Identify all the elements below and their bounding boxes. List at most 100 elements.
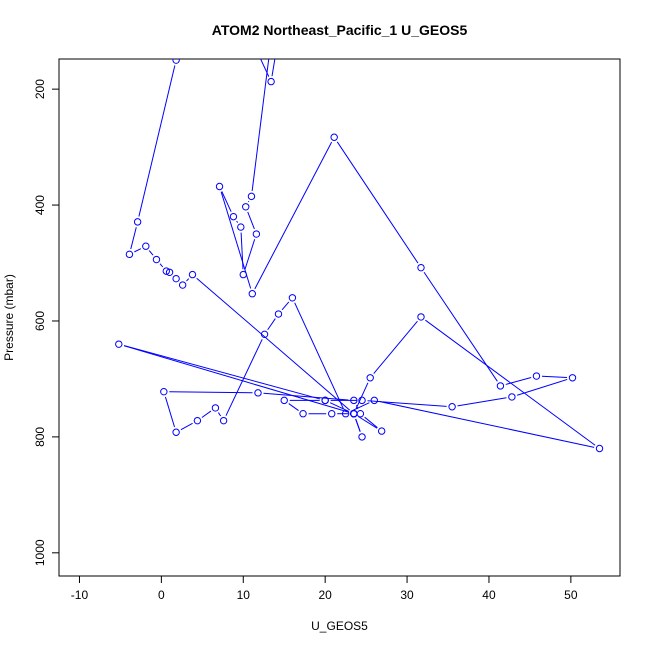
series-segment	[263, 392, 349, 401]
data-point	[115, 340, 123, 348]
data-point	[237, 223, 245, 231]
data-point	[242, 203, 250, 211]
series-segment	[355, 405, 359, 409]
series-segment	[123, 345, 320, 400]
data-point	[239, 270, 247, 279]
data-point	[152, 255, 161, 264]
data-point	[248, 290, 256, 298]
series-segment	[251, 59, 270, 191]
data-point	[211, 404, 220, 412]
y-tick-label: 800	[33, 427, 47, 447]
data-point	[532, 372, 541, 380]
y-tick-label: 200	[33, 79, 47, 99]
data-point	[162, 267, 170, 275]
data-point	[358, 433, 366, 441]
data-point	[274, 310, 283, 318]
series-segment	[169, 391, 253, 394]
x-tick-label: 30	[400, 588, 414, 602]
data-point	[267, 77, 275, 86]
x-axis: -10 0 10 20 30 40 50	[71, 575, 578, 602]
data-point	[142, 242, 150, 250]
chart-title: ATOM2 Northeast_Pacific_1 U_GEOS5	[212, 22, 468, 38]
data-point	[366, 374, 374, 382]
series-segment	[211, 45, 212, 46]
series-segment	[329, 402, 350, 412]
x-tick-label: 10	[237, 588, 251, 602]
data-point	[280, 396, 288, 405]
series-segment	[225, 339, 263, 416]
series-segment	[367, 400, 447, 407]
series-segment	[425, 319, 596, 446]
y-tick-label: 600	[33, 311, 47, 331]
series-segment	[217, 412, 222, 417]
series-segment	[541, 375, 568, 379]
x-tick-label: 40	[482, 588, 496, 602]
series-segment	[505, 377, 532, 385]
series-segment	[457, 397, 507, 407]
data-point	[508, 393, 516, 401]
data-point	[172, 274, 180, 283]
series-segment	[423, 271, 498, 382]
series-segment	[358, 416, 378, 429]
series-segment	[516, 378, 568, 396]
data-point	[377, 427, 386, 435]
data-point	[260, 330, 269, 339]
data-point	[125, 250, 134, 259]
data-point	[328, 410, 336, 418]
y-axis: 200 400 600 800 1000	[33, 79, 60, 566]
series-segment	[350, 402, 370, 412]
series-segment	[254, 141, 333, 290]
data-point	[214, 40, 220, 46]
data-point	[229, 212, 238, 221]
data-point	[370, 396, 379, 405]
plot-series	[115, 40, 604, 453]
data-point	[252, 230, 261, 238]
series-segment	[364, 416, 378, 429]
series-segment	[221, 191, 232, 212]
data-point	[193, 416, 202, 425]
y-axis-label: Pressure (mbar)	[2, 274, 16, 361]
data-point	[496, 382, 505, 390]
data-point	[247, 192, 256, 201]
data-point	[330, 133, 338, 141]
data-point	[341, 410, 350, 418]
data-point	[358, 396, 366, 405]
series-segment	[379, 401, 595, 448]
series-segment	[130, 227, 137, 250]
data-point	[417, 263, 425, 272]
data-point	[219, 416, 228, 425]
series-segment	[148, 250, 154, 256]
data-point	[417, 313, 425, 321]
data-point	[321, 396, 329, 405]
data-point	[165, 268, 174, 276]
series-segment	[181, 51, 201, 59]
data-point	[250, 40, 256, 46]
series-segment	[180, 422, 193, 431]
series-segment	[186, 278, 190, 282]
series-segment	[267, 318, 276, 331]
y-tick-label: 1000	[33, 539, 47, 566]
data-point	[172, 59, 180, 64]
series-segment	[201, 410, 212, 418]
y-tick-label: 400	[33, 195, 47, 215]
series-segment	[260, 59, 270, 77]
series-segment	[134, 248, 142, 253]
x-tick-label: 50	[564, 588, 578, 602]
x-axis-label: U_GEOS5	[311, 619, 368, 633]
data-point	[256, 45, 262, 51]
data-point	[595, 444, 604, 453]
series-segment	[123, 345, 349, 413]
plot-area-frame	[58, 58, 621, 577]
series-segment	[294, 302, 344, 409]
series-segment	[247, 211, 255, 230]
data-point	[254, 389, 262, 397]
x-tick-label: 20	[318, 588, 332, 602]
series-segment	[355, 418, 361, 432]
series-segment	[138, 65, 176, 217]
series-segment	[236, 220, 239, 223]
data-point	[448, 403, 456, 411]
data-point	[350, 396, 358, 405]
data-point	[160, 387, 168, 396]
series-segment	[264, 43, 267, 45]
